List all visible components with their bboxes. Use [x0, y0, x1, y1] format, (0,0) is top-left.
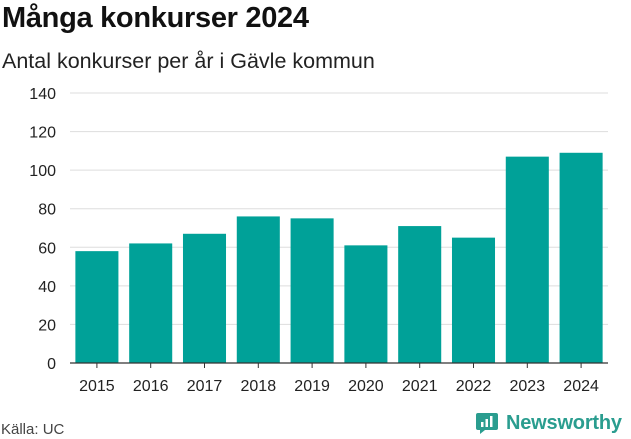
source-note: Källa: UC — [1, 421, 65, 438]
bar-2020 — [344, 245, 388, 363]
x-tick-label: 2018 — [241, 378, 277, 395]
y-tick-label: 120 — [29, 125, 56, 142]
y-axis-tick-labels: 0 20 40 60 80 100 120 140 — [29, 86, 56, 373]
bar-2023 — [505, 156, 549, 363]
bar-2016 — [129, 243, 173, 363]
y-tick-label: 40 — [38, 279, 56, 296]
x-tick-label: 2019 — [294, 378, 330, 395]
x-axis-tick-labels: 2015 2016 2017 2018 2019 2020 2021 2022 2023 2024 — [79, 363, 599, 395]
x-tick-label: 2015 — [79, 378, 115, 395]
x-tick-label: 2022 — [456, 378, 492, 395]
y-tick-label: 20 — [38, 317, 56, 334]
bar-2017 — [182, 233, 227, 363]
brand-name: Newsworthy — [506, 411, 622, 434]
y-tick-label: 80 — [38, 202, 56, 219]
bar-2022 — [451, 237, 496, 363]
newsworthy-logo-icon — [476, 413, 498, 434]
bar-2018 — [236, 216, 280, 363]
x-tick-label: 2021 — [402, 378, 438, 395]
x-tick-label: 2024 — [563, 378, 599, 395]
x-tick-label: 2016 — [133, 378, 169, 395]
x-tick-label: 2017 — [187, 378, 223, 395]
chart-subtitle: Antal konkurser per år i Gävle kommun — [2, 49, 375, 73]
bar-2019 — [290, 218, 334, 363]
x-tick-label: 2023 — [510, 378, 546, 395]
brand-logo[interactable]: Newsworthy — [475, 408, 622, 438]
y-tick-label: 140 — [29, 86, 56, 103]
bar-2024 — [559, 152, 603, 363]
y-tick-label: 60 — [38, 240, 56, 257]
y-tick-label: 0 — [47, 356, 56, 373]
x-tick-label: 2020 — [348, 378, 384, 395]
bar-2015 — [75, 251, 119, 363]
bar-2021 — [398, 226, 442, 363]
bars — [75, 152, 603, 363]
chart-title: Många konkurser 2024 — [2, 2, 309, 34]
y-tick-label: 100 — [29, 163, 56, 180]
